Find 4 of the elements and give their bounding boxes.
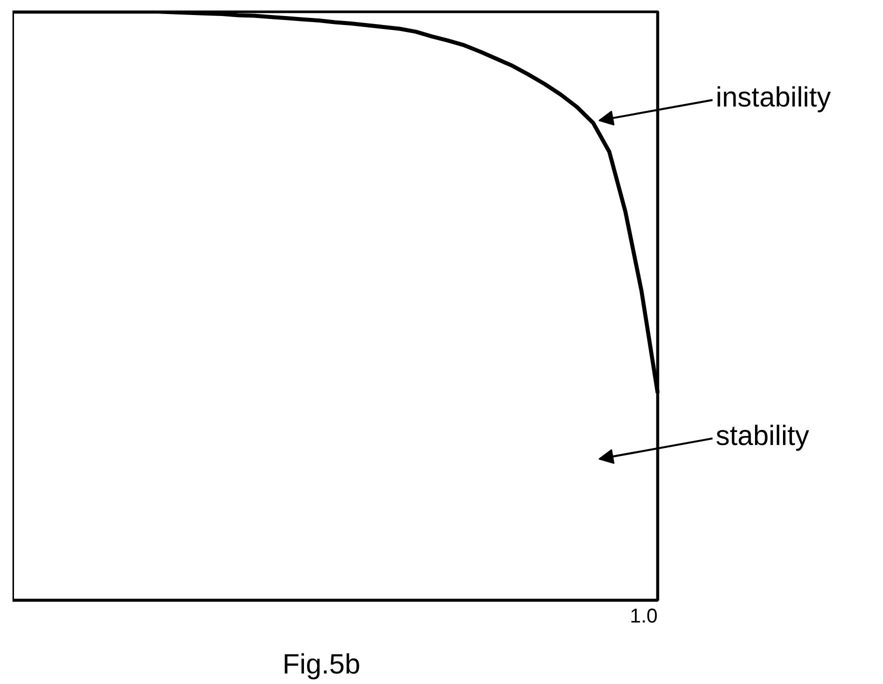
text: instability [716,82,831,113]
text: stability [716,420,810,451]
text: 1.0 [630,605,658,628]
caption: Fig.5b [282,648,360,680]
